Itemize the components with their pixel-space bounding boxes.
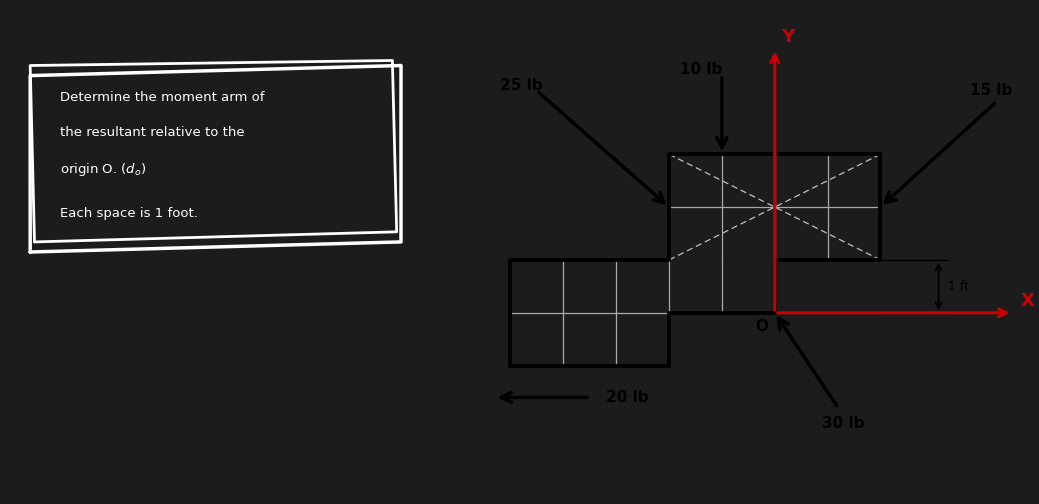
Text: origin O. ($d_o$): origin O. ($d_o$) bbox=[60, 161, 146, 178]
Text: O: O bbox=[755, 319, 769, 334]
Text: X: X bbox=[1020, 292, 1035, 310]
Text: Determine the moment arm of: Determine the moment arm of bbox=[60, 91, 265, 104]
Text: 1 ft: 1 ft bbox=[949, 280, 969, 293]
Text: Y: Y bbox=[781, 28, 794, 46]
Text: 25 lb: 25 lb bbox=[500, 78, 542, 93]
Text: the resultant relative to the: the resultant relative to the bbox=[60, 126, 245, 139]
Text: 10 lb: 10 lb bbox=[680, 62, 722, 77]
Text: 20 lb: 20 lb bbox=[606, 390, 648, 405]
Text: Each space is 1 foot.: Each space is 1 foot. bbox=[60, 207, 198, 220]
Text: 30 lb: 30 lb bbox=[822, 416, 864, 431]
Text: 15 lb: 15 lb bbox=[970, 83, 1013, 98]
